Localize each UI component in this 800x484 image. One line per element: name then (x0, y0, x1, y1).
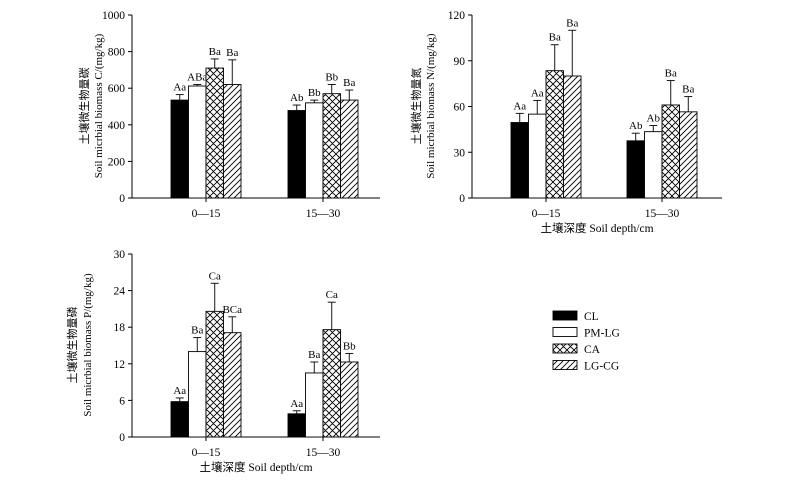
y-tick-label: 6 (119, 395, 125, 407)
significance-label: Bb (325, 72, 338, 84)
legend-swatch (552, 343, 578, 354)
y-tick-label: 800 (108, 47, 126, 59)
y-tick-label: 0 (119, 193, 125, 205)
y-tick-label: 24 (114, 286, 126, 298)
legend-swatch (552, 360, 578, 370)
bar (626, 140, 645, 199)
x-tick-label: 0—15 (192, 447, 221, 459)
bar (545, 70, 564, 199)
bar (170, 99, 189, 199)
y-axis-label-en: Soil micrbial biomass N/(mg/kg) (425, 33, 437, 178)
legend-swatch (552, 310, 578, 321)
y-tick-label: 400 (108, 120, 126, 132)
y-tick-label: 60 (454, 102, 466, 114)
significance-label: Aa (173, 385, 186, 397)
legend: CL PM-LG CA LG-CG (552, 310, 620, 373)
significance-label: Ba (209, 46, 221, 58)
bar (305, 102, 324, 199)
bar (287, 110, 306, 199)
legend-swatch (552, 327, 578, 337)
y-tick-label: 30 (114, 249, 126, 261)
bar (223, 84, 242, 199)
bar (188, 85, 207, 199)
significance-label: ABa (187, 72, 207, 84)
y-tick-label: 120 (448, 10, 466, 22)
y-axis-label-cn: 土壤微生物量磷 (65, 307, 79, 384)
bar (510, 122, 529, 199)
significance-label: Ba (343, 77, 355, 89)
legend-label: LG-CG (584, 361, 619, 373)
significance-label: Aa (531, 87, 544, 99)
significance-label: Bb (343, 340, 356, 352)
x-tick-label: 0—15 (192, 208, 221, 220)
significance-label: Aa (513, 100, 526, 112)
significance-label: Ab (647, 113, 661, 125)
significance-label: BCa (222, 304, 242, 316)
chart-biomass-n: 0 30 60 90 120 0—15 Aa Aa Ba Ba 15—30 Ab Ab Ba Ba 土壤微生物… (409, 10, 722, 235)
significance-label: Aa (290, 398, 303, 410)
bar (305, 372, 324, 438)
bar (679, 111, 698, 199)
x-tick-label: 15—30 (306, 208, 341, 220)
y-axis-label-cn: 土壤微生物量碳 (77, 68, 91, 145)
significance-label: Ab (290, 92, 304, 104)
significance-label: Ba (682, 84, 694, 96)
bar (170, 401, 189, 438)
y-tick-label: 0 (459, 193, 465, 205)
y-tick-label: 0 (119, 432, 125, 444)
y-tick-label: 18 (114, 322, 126, 334)
x-axis-label: 土壤深度 Soil depth/cm (199, 460, 312, 474)
significance-label: Ba (308, 349, 320, 361)
y-tick-label: 30 (454, 147, 466, 159)
x-tick-label: 15—30 (306, 447, 341, 459)
significance-label: Ba (191, 325, 203, 337)
y-tick-label: 1000 (102, 10, 125, 22)
y-tick-label: 12 (114, 359, 126, 371)
bar (205, 67, 224, 199)
bar (528, 113, 547, 199)
significance-label: Bb (308, 87, 321, 99)
bar (340, 361, 359, 438)
significance-label: Ba (226, 47, 238, 59)
bar (287, 413, 306, 438)
y-tick-label: 90 (454, 56, 466, 68)
x-tick-label: 15—30 (645, 208, 680, 220)
significance-label: Ab (629, 120, 643, 132)
significance-label: Ba (549, 32, 561, 44)
legend-label: CA (584, 344, 601, 356)
bar (340, 99, 359, 199)
x-tick-label: 0—15 (532, 208, 561, 220)
y-tick-label: 200 (108, 156, 126, 168)
significance-label: Ba (665, 68, 677, 80)
bar (563, 75, 582, 199)
legend-label: CL (584, 311, 599, 323)
bar (644, 131, 663, 199)
significance-label: Ca (209, 270, 221, 282)
bar (322, 329, 341, 438)
bar (322, 93, 341, 199)
significance-label: Ca (326, 289, 338, 301)
y-tick-label: 600 (108, 83, 126, 95)
significance-label: Aa (173, 82, 186, 94)
y-axis-label-en: Soil micrbial biomass P/(mg/kg) (82, 273, 94, 417)
bar (205, 310, 224, 438)
y-axis-label-en: Soil micrbial biomass C/(mg/kg) (93, 33, 105, 178)
chart-biomass-p: 0 6 12 18 24 30 0—15 Aa Ba Ca BCa 15—30 Aa Ba Ca Bb 土壤微生… (65, 249, 380, 474)
significance-label: Ba (566, 17, 578, 29)
x-axis-label: 土壤深度 Soil depth/cm (540, 221, 653, 235)
bar (661, 104, 680, 199)
legend-label: PM-LG (584, 328, 620, 340)
bar (188, 351, 207, 438)
y-axis-label-cn: 土壤微生物量氮 (409, 68, 423, 145)
bar (223, 332, 242, 438)
